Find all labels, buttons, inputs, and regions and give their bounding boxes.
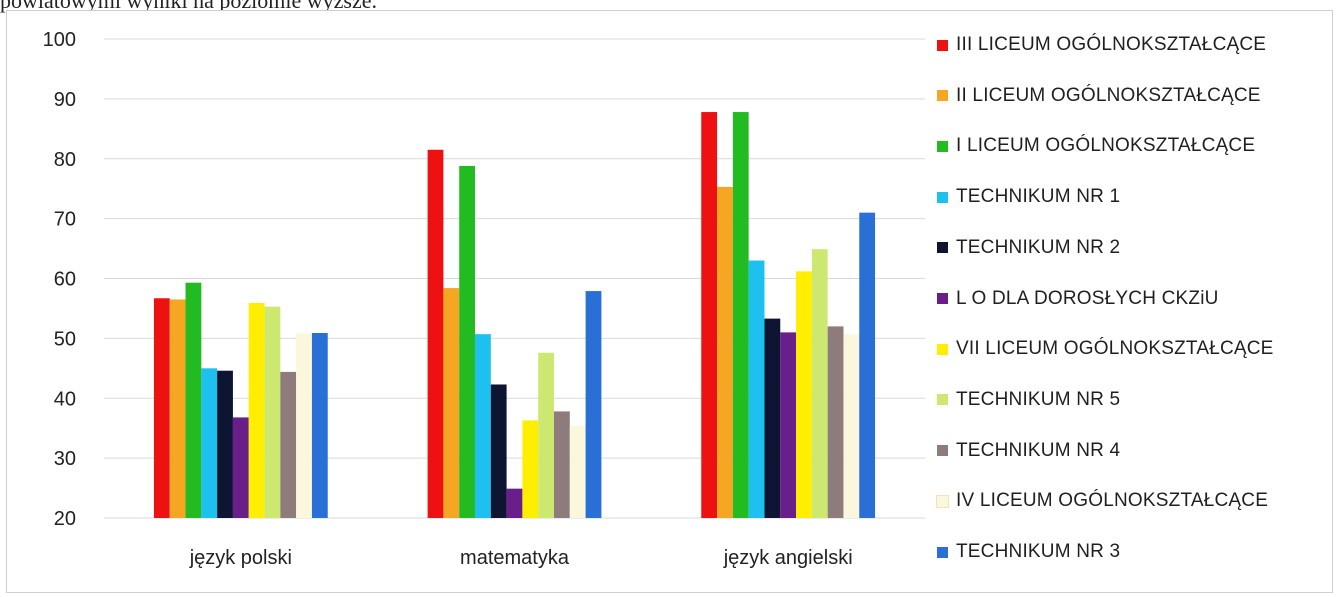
legend-swatch (937, 343, 948, 355)
legend-swatch (937, 191, 948, 203)
bar (732, 112, 749, 519)
bar (153, 298, 170, 518)
legend-item: VII LICEUM OGÓLNOKSZTAŁCĄCE (937, 337, 1274, 361)
chart-frame: 20 30 40 50 60 70 80 90 100 język polski matematyk… (6, 10, 1333, 593)
bar (443, 288, 460, 518)
legend-swatch (937, 293, 948, 304)
legend-label: TECHNIKUM NR 4 (956, 439, 1121, 461)
bar (169, 299, 186, 518)
legend-swatch (937, 394, 948, 406)
legend-label: TECHNIKUM NR 2 (956, 236, 1121, 258)
x-category-label: język angielski (723, 547, 853, 569)
x-category-label: matematyka (460, 547, 570, 569)
legend-label: TECHNIKUM NR 1 (956, 186, 1121, 208)
y-tick-label: 40 (54, 388, 76, 410)
legend-swatch (937, 90, 948, 102)
legend-label: L O DLA DOROSŁYCH CKZiU (956, 287, 1219, 309)
bar (569, 425, 586, 518)
legend-item: TECHNIKUM NR 2 (937, 236, 1120, 260)
legend-item: III LICEUM OGÓLNOKSZTAŁCĄCE (937, 33, 1266, 57)
bar (264, 306, 281, 518)
legend-swatch (937, 242, 948, 254)
legend-label: VII LICEUM OGÓLNOKSZTAŁCĄCE (956, 338, 1274, 360)
legend-label: IV LICEUM OGÓLNOKSZTAŁCĄCE (956, 490, 1269, 512)
bar (764, 318, 781, 518)
bar (459, 165, 475, 518)
bar (701, 112, 718, 519)
bar (827, 326, 844, 518)
legend-item: TECHNIKUM NR 1 (937, 185, 1120, 209)
y-tick-label: 60 (54, 269, 76, 291)
bar (296, 333, 312, 518)
bar (522, 420, 539, 518)
bar (490, 384, 507, 518)
bar (748, 260, 765, 518)
legend-item: TECHNIKUM NR 3 (937, 540, 1120, 564)
legend-item: TECHNIKUM NR 4 (937, 439, 1120, 463)
bar (538, 352, 554, 518)
page-text-fragment: powiatowymi wyniki na poziomie wyższe. (0, 0, 377, 13)
bar (796, 271, 812, 518)
bar (427, 149, 444, 519)
bar (311, 332, 328, 518)
bar (717, 186, 733, 519)
y-tick-label: 20 (54, 508, 76, 530)
y-tick-label: 70 (54, 209, 76, 231)
legend-label: TECHNIKUM NR 5 (956, 388, 1121, 410)
legend-swatch (937, 546, 948, 558)
x-category-label: język polski (189, 547, 292, 569)
bar (506, 488, 523, 518)
legend-item: IV LICEUM OGÓLNOKSZTAŁCĄCE (936, 489, 1269, 513)
y-tick-label: 80 (54, 149, 76, 171)
legend-swatch (936, 494, 949, 508)
y-tick-label: 90 (54, 89, 76, 111)
legend-item: II LICEUM OGÓLNOKSZTAŁCĄCE (937, 84, 1261, 108)
bar (201, 368, 218, 518)
bar (248, 303, 265, 518)
bar (475, 334, 491, 518)
bar-chart: 20 30 40 50 60 70 80 90 100 język polski matematyk… (43, 29, 925, 569)
bar (843, 334, 860, 518)
bar (585, 291, 602, 518)
bar (185, 282, 202, 518)
legend-item: I LICEUM OGÓLNOKSZTAŁCĄCE (937, 134, 1255, 158)
y-tick-label: 30 (54, 448, 76, 470)
legend-swatch (937, 39, 948, 51)
bar (811, 249, 828, 518)
bar (232, 417, 249, 518)
legend-swatch (937, 445, 948, 457)
legend-label: TECHNIKUM NR 3 (956, 541, 1121, 562)
bar (780, 332, 797, 518)
legend-label: I LICEUM OGÓLNOKSZTAŁCĄCE (956, 135, 1256, 157)
legend-label: III LICEUM OGÓLNOKSZTAŁCĄCE (956, 34, 1267, 55)
legend-swatch (937, 140, 948, 152)
legend-item: TECHNIKUM NR 5 (937, 388, 1120, 412)
legend-item: L O DLA DOROSŁYCH CKZiU (937, 287, 1219, 311)
y-tick-label: 50 (54, 328, 76, 350)
bar (280, 371, 297, 518)
bar (859, 212, 876, 518)
legend-label: II LICEUM OGÓLNOKSZTAŁCĄCE (956, 84, 1261, 106)
bar (554, 411, 570, 518)
bar (217, 370, 233, 518)
y-tick-label: 100 (43, 29, 76, 51)
